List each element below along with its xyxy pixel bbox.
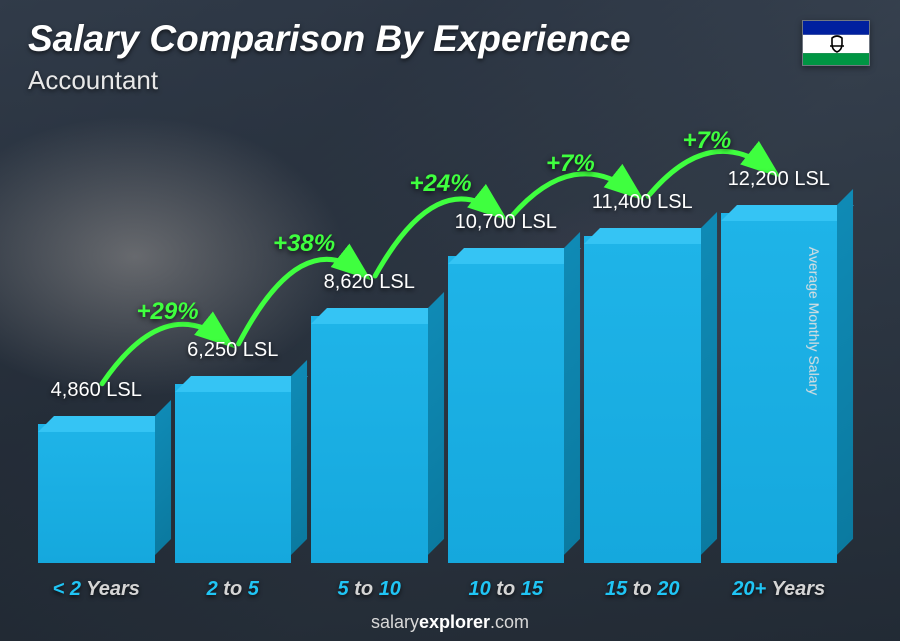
bar-front — [584, 236, 701, 563]
bar-top-face — [584, 228, 717, 244]
increase-pct-label: +38% — [273, 230, 335, 258]
footer-text-bold: explorer — [419, 612, 490, 632]
increase-pct-label: +29% — [137, 298, 199, 326]
bar-side-face — [837, 189, 853, 555]
footer-text-prefix: salary — [371, 612, 419, 632]
page-subtitle: Accountant — [28, 65, 158, 96]
infographic-container: Salary Comparison By Experience Accounta… — [0, 0, 900, 641]
bar-top-face — [721, 205, 854, 221]
bar-value-label: 10,700 LSL — [455, 211, 557, 234]
bar-value-label: 8,620 LSL — [324, 271, 415, 294]
bar-side-face — [564, 232, 580, 555]
bar: 8,620 LSL — [311, 316, 428, 563]
bar-value-label: 6,250 LSL — [187, 339, 278, 362]
bar-front — [38, 424, 155, 563]
bar-group: 6,250 LSL — [175, 120, 292, 563]
bar-side-face — [155, 400, 171, 555]
flag-svg — [803, 21, 870, 66]
x-axis-label: < 2 Years — [38, 578, 155, 601]
y-axis-label: Average Monthly Salary — [806, 246, 822, 394]
bar-top-face — [311, 308, 444, 324]
bar-group: 4,860 LSL — [38, 120, 155, 563]
chart-area: 4,860 LSL6,250 LSL8,620 LSL10,700 LSL11,… — [30, 120, 845, 563]
bar-top-face — [38, 416, 171, 432]
bar-front — [448, 256, 565, 563]
country-flag — [802, 20, 870, 66]
bar-top-face — [448, 248, 581, 264]
bar: 10,700 LSL — [448, 256, 565, 563]
x-axis-label: 2 to 5 — [175, 578, 292, 601]
footer-text-suffix: .com — [490, 612, 529, 632]
x-axis-label: 10 to 15 — [448, 578, 565, 601]
bar-front — [175, 384, 292, 563]
bar-group: 11,400 LSL — [584, 120, 701, 563]
bar-side-face — [701, 212, 717, 555]
increase-pct-label: +24% — [410, 170, 472, 198]
x-axis-label: 15 to 20 — [584, 578, 701, 601]
x-axis-label: 5 to 10 — [311, 578, 428, 601]
bar-side-face — [428, 292, 444, 555]
bar: 4,860 LSL — [38, 424, 155, 563]
footer-credit: salaryexplorer.com — [0, 612, 900, 633]
bar: 6,250 LSL — [175, 384, 292, 563]
increase-pct-label: +7% — [683, 127, 732, 155]
bar: 11,400 LSL — [584, 236, 701, 563]
bar-value-label: 11,400 LSL — [592, 191, 693, 214]
x-axis-label: 20+ Years — [721, 578, 838, 601]
increase-pct-label: +7% — [546, 150, 595, 178]
bar-side-face — [291, 360, 307, 555]
page-title: Salary Comparison By Experience — [28, 18, 631, 60]
bar-value-label: 12,200 LSL — [728, 168, 830, 191]
bar-front — [311, 316, 428, 563]
bar-top-face — [175, 376, 308, 392]
x-axis: < 2 Years 2 to 5 5 to 10 10 to 15 15 to 20 20… — [30, 578, 845, 601]
bar-value-label: 4,860 LSL — [51, 379, 142, 402]
